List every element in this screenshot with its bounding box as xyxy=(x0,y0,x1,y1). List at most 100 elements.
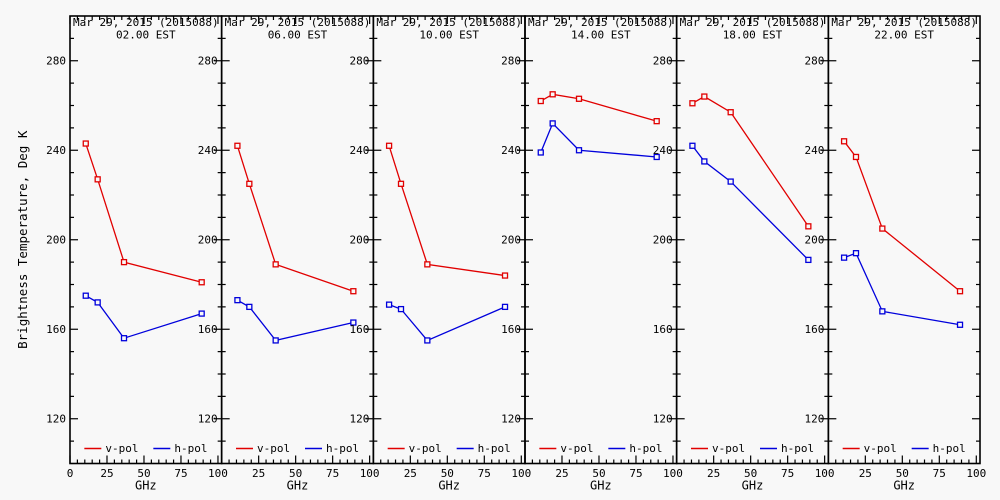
x-tick-label: 25 xyxy=(707,467,720,480)
y-tick-label: 160 xyxy=(653,323,673,336)
x-axis-title: GHz xyxy=(135,479,157,493)
y-tick-label: 120 xyxy=(46,412,66,425)
h-pol-marker xyxy=(575,147,583,154)
h-pol-line xyxy=(843,252,961,326)
h-pol-marker xyxy=(537,149,544,156)
v-pol-marker xyxy=(879,225,886,232)
y-tick-label: 120 xyxy=(349,412,369,425)
legend-label-v-pol: v-pol xyxy=(105,442,138,455)
x-axis-title: GHz xyxy=(287,479,309,493)
panel-subtitle: 14.00 EST xyxy=(571,29,631,42)
legend-label-v-pol: v-pol xyxy=(864,442,897,455)
v-pol-marker xyxy=(575,95,583,102)
h-pol-marker xyxy=(120,335,128,342)
x-axis-title: GHz xyxy=(893,479,915,493)
x-tick-label: 50 xyxy=(896,467,909,480)
v-pol-marker xyxy=(94,176,101,183)
legend-label-h-pol: h-pol xyxy=(478,442,511,455)
y-tick-label: 240 xyxy=(653,144,673,157)
y-tick-label: 280 xyxy=(349,54,369,67)
x-tick-label: 50 xyxy=(744,467,757,480)
y-tick-label: 280 xyxy=(46,54,66,67)
v-pol-line xyxy=(85,143,202,283)
v-pol-marker xyxy=(852,153,860,161)
panel-3: 25 50 75 100 120 160 200 240 280 Mar 29, 2015 (20… xyxy=(349,15,531,493)
x-tick-label: 50 xyxy=(289,467,302,480)
y-tick-label: 200 xyxy=(198,233,218,246)
y-tick-label: 200 xyxy=(349,233,369,246)
legend-label-h-pol: h-pol xyxy=(933,442,966,455)
h-pol-marker xyxy=(852,250,860,257)
y-axis-title: Brightness Temperature, Deg K xyxy=(15,130,30,349)
y-tick-label: 280 xyxy=(804,54,824,67)
x-tick-label: 100 xyxy=(511,467,531,480)
y-tick-label: 240 xyxy=(501,144,521,157)
x-tick-label: 75 xyxy=(933,467,946,480)
v-pol-marker xyxy=(805,223,812,230)
v-pol-marker xyxy=(549,91,556,98)
x-tick-label: 50 xyxy=(441,467,454,480)
h-pol-marker xyxy=(701,158,708,165)
v-pol-marker xyxy=(198,279,205,286)
h-pol-marker xyxy=(727,178,734,185)
legend-label-v-pol: v-pol xyxy=(409,442,442,455)
y-tick-label: 160 xyxy=(501,323,521,336)
x-axis-title: GHz xyxy=(742,479,764,493)
y-tick-label: 280 xyxy=(501,54,521,67)
v-pol-marker xyxy=(350,288,357,295)
legend-label-h-pol: h-pol xyxy=(174,442,207,455)
v-pol-marker xyxy=(501,272,509,279)
v-pol-marker xyxy=(537,97,544,105)
x-tick-label: 50 xyxy=(137,467,150,480)
h-pol-marker xyxy=(198,310,205,317)
y-tick-label: 240 xyxy=(198,144,218,157)
h-pol-marker xyxy=(879,308,886,315)
y-tick-label: 200 xyxy=(653,233,673,246)
h-pol-marker xyxy=(272,337,279,344)
y-tick-label: 200 xyxy=(501,233,521,246)
v-pol-marker xyxy=(246,180,253,187)
y-tick-label: 200 xyxy=(804,233,824,246)
legend-label-v-pol: v-pol xyxy=(712,442,745,455)
panel-title: Mar 29, 2015 (2015088) xyxy=(225,16,371,29)
v-pol-marker xyxy=(385,142,393,149)
v-pol-marker xyxy=(689,100,696,107)
h-pol-marker xyxy=(94,299,101,306)
h-pol-marker xyxy=(424,337,431,344)
panel-2: 25 50 75 100 120 160 200 240 280 Mar 29, 2015 (20… xyxy=(198,15,380,493)
legend-label-h-pol: h-pol xyxy=(781,442,814,455)
panel-subtitle: 22.00 EST xyxy=(874,29,934,42)
x-tick-label: 25 xyxy=(100,467,113,480)
h-pol-marker xyxy=(385,301,393,308)
v-pol-marker xyxy=(653,118,660,125)
v-pol-marker xyxy=(82,140,89,147)
y-tick-label: 240 xyxy=(46,144,66,157)
panel-frame xyxy=(827,15,981,465)
h-pol-line xyxy=(691,145,809,261)
h-pol-marker xyxy=(350,319,357,326)
y-tick-label: 120 xyxy=(653,412,673,425)
v-pol-line xyxy=(388,145,506,277)
y-tick-label: 240 xyxy=(804,144,824,157)
v-pol-line xyxy=(236,145,354,292)
x-tick-label: 25 xyxy=(404,467,417,480)
x-tick-label: 25 xyxy=(859,467,872,480)
legend-label-h-pol: h-pol xyxy=(326,442,359,455)
y-tick-label: 200 xyxy=(46,233,66,246)
h-pol-marker xyxy=(82,292,89,299)
v-pol-marker xyxy=(120,258,128,266)
v-pol-marker xyxy=(272,261,279,268)
y-tick-label: 160 xyxy=(804,323,824,336)
panel-title: Mar 29, 2015 (2015088) xyxy=(376,16,522,29)
y-tick-label: 280 xyxy=(653,54,673,67)
x-axis-title: GHz xyxy=(590,479,612,493)
panel-subtitle: 18.00 EST xyxy=(723,29,783,42)
v-pol-marker xyxy=(234,142,241,149)
x-tick-label: 75 xyxy=(629,467,642,480)
panel-title: Mar 29, 2015 (2015088) xyxy=(528,16,674,29)
y-tick-label: 120 xyxy=(501,412,521,425)
legend-label-h-pol: h-pol xyxy=(629,442,662,455)
legend-label-v-pol: v-pol xyxy=(560,442,593,455)
v-pol-marker xyxy=(424,261,431,268)
